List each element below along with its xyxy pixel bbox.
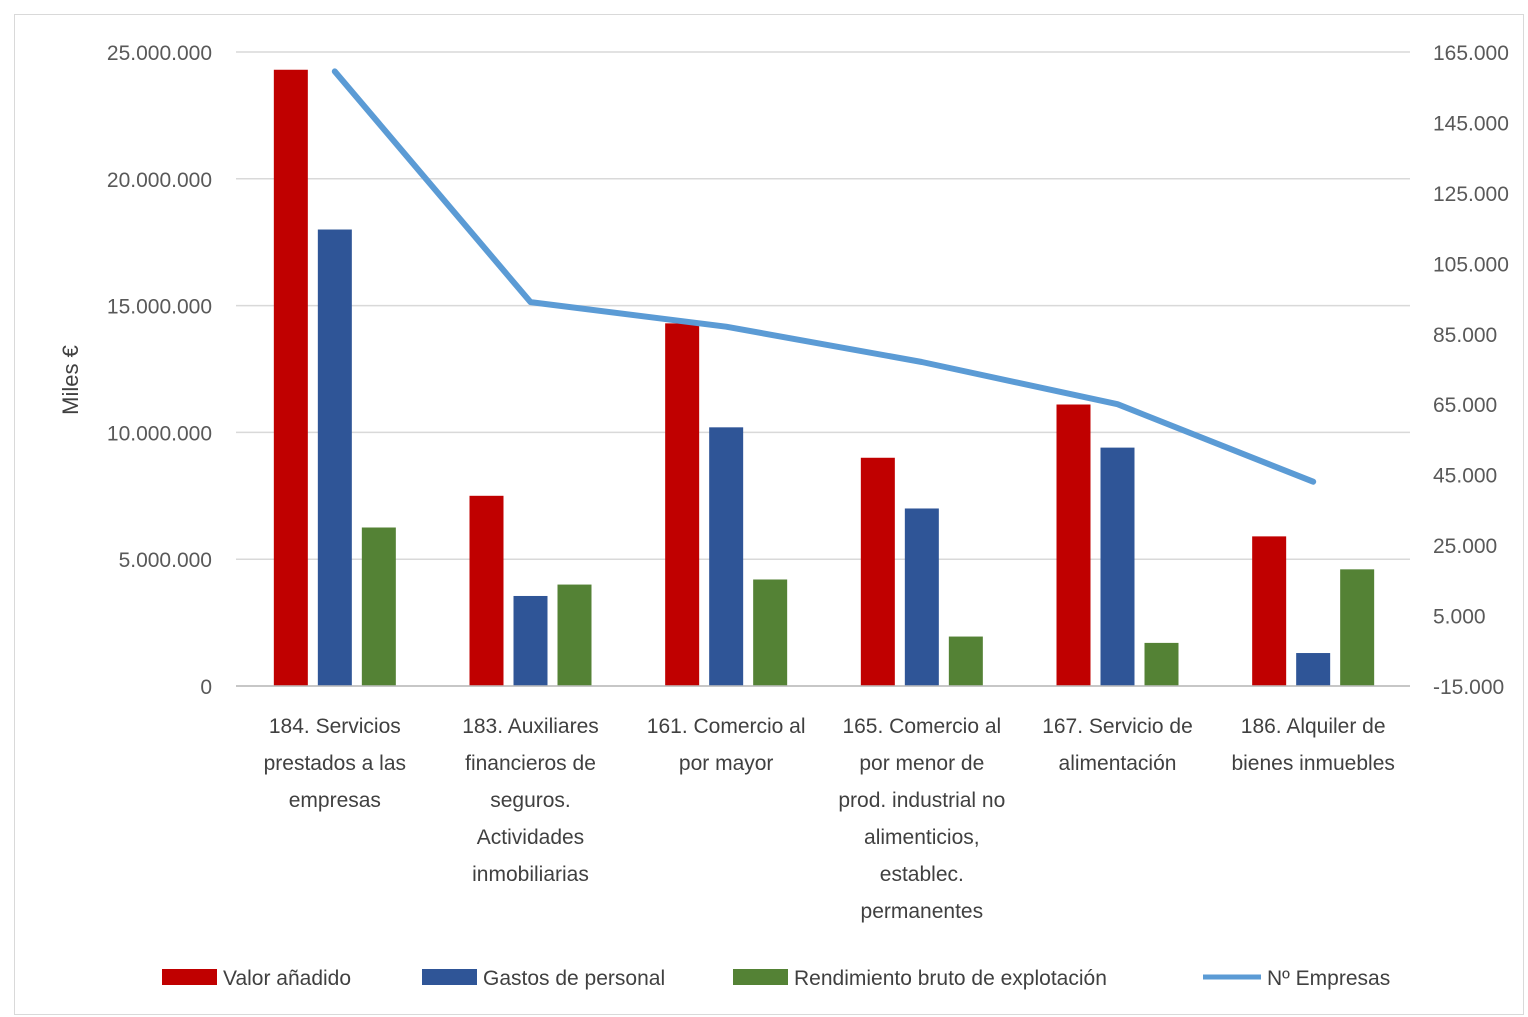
bar-Rendimiento bruto de explotación (948, 636, 983, 686)
bar-Gastos de personal (1296, 653, 1331, 686)
x-category-label: por menor de (859, 752, 984, 775)
bar-Rendimiento bruto de explotación (1144, 642, 1179, 686)
x-category-label: financieros de (465, 752, 596, 775)
bar-Valor añadido (860, 457, 895, 686)
y-right-tick-label: 65.000 (1433, 394, 1497, 417)
x-category-label: 184. Servicios (269, 715, 401, 738)
legend-label: Gastos de personal (483, 967, 665, 990)
legend-label: Nº Empresas (1267, 967, 1390, 990)
y-right-tick-label: 85.000 (1433, 324, 1497, 347)
bar-Valor añadido (469, 495, 504, 686)
legend-swatch-Gastos de personal (422, 969, 477, 985)
y-left-tick-label: 10.000.000 (107, 422, 212, 445)
y-right-tick-label: 125.000 (1433, 183, 1509, 206)
bar-Gastos de personal (513, 595, 548, 686)
y-left-tick-label: 25.000.000 (107, 42, 212, 65)
x-category-label: prestados a las (264, 752, 406, 775)
bar-Valor añadido (665, 323, 700, 686)
bar-Rendimiento bruto de explotación (753, 579, 788, 686)
legend-label: Valor añadido (223, 967, 351, 990)
bar-Rendimiento bruto de explotación (1340, 569, 1375, 686)
bar-Valor añadido (1056, 404, 1091, 686)
x-category-label: alimentación (1059, 752, 1177, 775)
x-category-label: 167. Servicio de (1042, 715, 1193, 738)
legend-swatch-Rendimiento bruto de explotación (733, 969, 788, 985)
x-category-label: 161. Comercio al (647, 715, 806, 738)
x-category-label: establec. (880, 863, 964, 886)
y-axis-title: Miles € (58, 345, 83, 415)
bar-Gastos de personal (904, 508, 939, 686)
bar-Valor añadido (1252, 536, 1287, 686)
legend-label: Rendimiento bruto de explotación (794, 967, 1107, 990)
y-left-tick-label: 5.000.000 (119, 549, 212, 572)
bar-Valor añadido (273, 69, 308, 686)
bar-Gastos de personal (317, 229, 352, 686)
bar-Rendimiento bruto de explotación (361, 527, 396, 686)
y-left-tick-label: 20.000.000 (107, 169, 212, 192)
legend-swatch-Valor añadido (162, 969, 217, 985)
x-category-label: seguros. (490, 789, 571, 812)
y-left-tick-label: 0 (200, 676, 212, 699)
y-right-tick-label: 45.000 (1433, 465, 1497, 488)
y-right-tick-label: 145.000 (1433, 112, 1509, 135)
x-category-label: prod. industrial no (838, 789, 1005, 812)
bar-Rendimiento bruto de explotación (557, 584, 592, 686)
y-right-tick-label: 25.000 (1433, 535, 1497, 558)
y-right-tick-label: 165.000 (1433, 42, 1509, 65)
y-right-tick-label: -15.000 (1433, 676, 1504, 699)
x-category-label: 165. Comercio al (842, 715, 1001, 738)
bar-Gastos de personal (1100, 447, 1135, 686)
bar-Gastos de personal (709, 427, 744, 686)
y-right-tick-label: 5.000 (1433, 606, 1486, 629)
x-category-label: 183. Auxiliares (462, 715, 599, 738)
chart-frame (14, 14, 1524, 1015)
x-category-label: permanentes (861, 900, 984, 923)
line-Nº Empresas (331, 68, 1317, 485)
x-category-label: empresas (289, 789, 381, 812)
x-category-label: bienes inmuebles (1231, 752, 1394, 775)
y-left-tick-label: 15.000.000 (107, 296, 212, 319)
x-category-label: 186. Alquiler de (1241, 715, 1386, 738)
x-category-label: alimenticios, (864, 826, 980, 849)
x-category-label: inmobiliarias (472, 863, 589, 886)
x-category-label: Actividades (477, 826, 584, 849)
x-category-label: por mayor (679, 752, 774, 775)
y-right-tick-label: 105.000 (1433, 253, 1509, 276)
